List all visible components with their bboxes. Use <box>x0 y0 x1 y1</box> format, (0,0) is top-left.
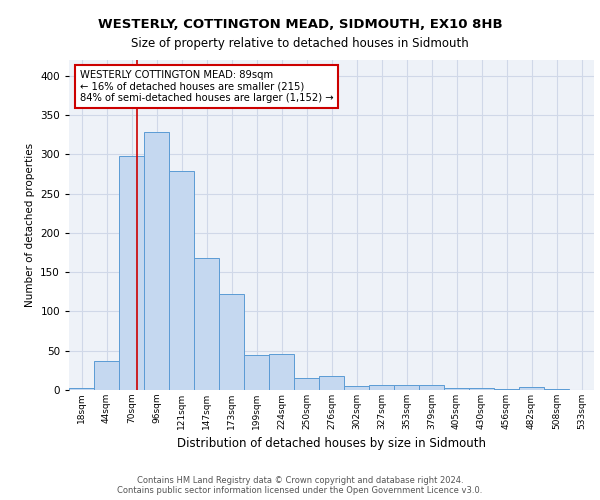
Bar <box>119 156 144 390</box>
Text: WESTERLY COTTINGTON MEAD: 89sqm
← 16% of detached houses are smaller (215)
84% o: WESTERLY COTTINGTON MEAD: 89sqm ← 16% of… <box>79 70 333 103</box>
Bar <box>494 389 519 390</box>
Bar <box>194 258 219 390</box>
Bar <box>169 171 194 390</box>
Text: WESTERLY, COTTINGTON MEAD, SIDMOUTH, EX10 8HB: WESTERLY, COTTINGTON MEAD, SIDMOUTH, EX1… <box>98 18 502 30</box>
Bar <box>394 386 419 390</box>
Bar <box>369 386 394 390</box>
Y-axis label: Number of detached properties: Number of detached properties <box>25 143 35 307</box>
X-axis label: Distribution of detached houses by size in Sidmouth: Distribution of detached houses by size … <box>177 438 486 450</box>
Text: Size of property relative to detached houses in Sidmouth: Size of property relative to detached ho… <box>131 38 469 51</box>
Text: Contains public sector information licensed under the Open Government Licence v3: Contains public sector information licen… <box>118 486 482 495</box>
Bar <box>544 389 569 390</box>
Bar <box>444 388 469 390</box>
Bar <box>219 294 244 390</box>
Bar <box>244 354 269 390</box>
Bar <box>69 388 94 390</box>
Bar <box>144 132 169 390</box>
Bar <box>319 376 344 390</box>
Bar <box>519 387 544 390</box>
Bar <box>419 386 444 390</box>
Text: Contains HM Land Registry data © Crown copyright and database right 2024.: Contains HM Land Registry data © Crown c… <box>137 476 463 485</box>
Bar <box>469 388 494 390</box>
Bar <box>294 378 319 390</box>
Bar <box>94 361 119 390</box>
Bar <box>269 354 294 390</box>
Bar <box>344 386 369 390</box>
